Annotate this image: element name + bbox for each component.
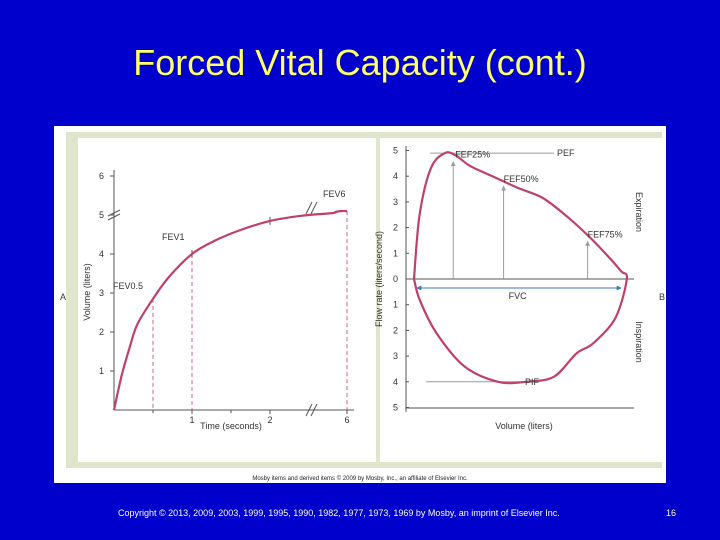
y-tick-label: 6: [99, 171, 104, 181]
page-number: 16: [666, 508, 677, 518]
flow-volume-loop: [412, 151, 629, 385]
inspiration-label: Inspiration: [634, 321, 644, 363]
annotation-label: FEV0.5: [113, 281, 143, 291]
y-tick-label: 3: [393, 197, 398, 207]
annotation-label: FEV6: [323, 189, 346, 199]
left-chart-area: [78, 138, 376, 462]
flow-volume-chart: Flow rate (liters/second) Volume (liters…: [374, 146, 644, 432]
annotation-label: PIF: [525, 377, 540, 387]
volume-time-chart: Volume (liters) Time (seconds) 1 2 3 4 5 6 1 2…: [82, 170, 354, 431]
y-tick-label: 3: [393, 351, 398, 361]
right-ylabel: Flow rate (liters/second): [374, 231, 384, 327]
y-tick-label: 5: [393, 403, 398, 413]
expiration-label: Expiration: [634, 192, 644, 232]
left-ylabel: Volume (liters): [82, 263, 92, 321]
annotation-label: FEF75%: [588, 229, 623, 239]
right-xlabel: Volume (liters): [495, 421, 553, 431]
x-tick-label: 1: [189, 415, 194, 425]
volume-curve: [112, 209, 348, 411]
left-xlabel: Time (seconds): [200, 421, 262, 431]
axis-break-x: [305, 403, 318, 417]
y-tick-label: 0: [393, 274, 398, 284]
y-tick-label: 2: [99, 327, 104, 337]
y-tick-label: 1: [393, 248, 398, 258]
y-tick-label: 4: [99, 249, 104, 259]
annotation-label: FEF25%: [455, 150, 490, 160]
slide-title: Forced Vital Capacity (cont.): [133, 42, 587, 83]
figure-credit: Mosby items and derived items © 2009 by …: [252, 475, 468, 482]
y-tick-label: 3: [99, 288, 104, 298]
annotation-label: FVC: [509, 291, 528, 301]
y-tick-label: 1: [99, 366, 104, 376]
y-tick-label: 2: [393, 223, 398, 233]
figure-panel: A B Volume (liters) Time (seconds) 1 2 3 4 5…: [54, 126, 666, 483]
x-tick-label: 2: [267, 415, 272, 425]
annotation-label: PEF: [557, 148, 575, 158]
panel-b-label: B: [659, 292, 665, 302]
y-tick-label: 5: [393, 146, 398, 156]
x-tick-label: 6: [344, 415, 349, 425]
y-tick-label: 1: [393, 300, 398, 310]
y-tick-label: 4: [393, 377, 398, 387]
y-tick-label: 2: [393, 325, 398, 335]
panel-a-label: A: [60, 292, 66, 302]
annotation-label: FEF50%: [504, 174, 539, 184]
axis-break-curve: [305, 201, 318, 215]
annotation-label: FEV1: [162, 232, 185, 242]
y-tick-label: 5: [99, 210, 104, 220]
y-tick-label: 4: [393, 171, 398, 181]
figure-svg: A B Volume (liters) Time (seconds) 1 2 3 4 5…: [60, 132, 665, 482]
copyright-footer: Copyright © 2013, 2009, 2003, 1999, 1995…: [118, 508, 560, 518]
